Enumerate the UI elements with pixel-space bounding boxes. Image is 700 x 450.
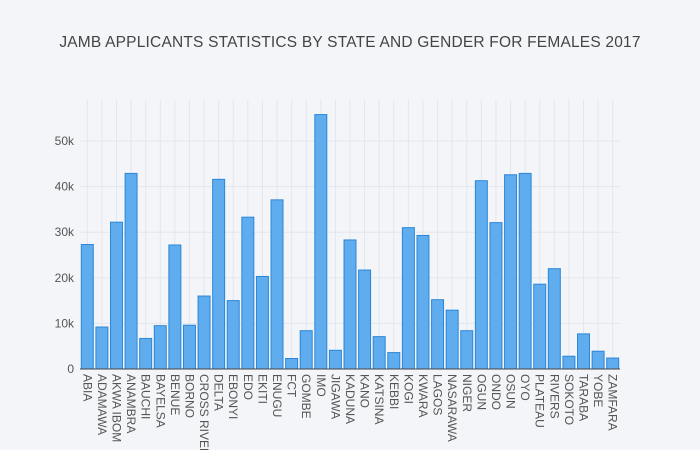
x-tick-label: BENUE xyxy=(168,374,182,415)
bar-fct[interactable] xyxy=(285,358,299,370)
y-tick-label: 0 xyxy=(67,362,74,376)
x-tick-label: JIGAWA xyxy=(328,374,342,419)
y-tick-label: 20k xyxy=(55,271,75,285)
bar-kano[interactable] xyxy=(358,269,372,370)
x-tick-label: OSUN xyxy=(504,374,518,409)
bar-benue[interactable] xyxy=(168,244,182,370)
x-tick-label: BAUCHI xyxy=(139,374,153,419)
bar-kaduna[interactable] xyxy=(343,239,357,370)
bar-gombe[interactable] xyxy=(299,330,313,370)
x-tick-label: EBONYI xyxy=(226,374,240,419)
x-tick-label: ADAMAWA xyxy=(95,374,109,435)
x-tick-label: FCT xyxy=(285,374,299,398)
x-tick-label: KWARA xyxy=(416,374,430,418)
bar-anambra[interactable] xyxy=(124,172,138,370)
x-tick-label: KADUNA xyxy=(343,374,357,424)
x-tick-label: OYO xyxy=(518,374,532,401)
x-tick-label: LAGOS xyxy=(431,374,445,415)
x-tick-label: YOBE xyxy=(591,374,605,407)
bar-oyo[interactable] xyxy=(518,172,532,370)
chart-title: JAMB APPLICANTS STATISTICS BY STATE AND … xyxy=(59,34,641,51)
bar-enugu[interactable] xyxy=(270,199,284,370)
x-tick-label: KEBBI xyxy=(387,374,401,409)
x-tick-label: GOMBE xyxy=(299,374,313,419)
bar-adamawa[interactable] xyxy=(95,326,109,370)
bar-kogi[interactable] xyxy=(401,227,415,370)
x-tick-label: NIGER xyxy=(460,374,474,412)
bar-katsina[interactable] xyxy=(372,336,386,370)
x-tick-label: ABIA xyxy=(80,374,94,401)
y-tick-label: 50k xyxy=(55,134,75,148)
x-tick-label: BAYELSA xyxy=(153,374,167,428)
bar-zamfara[interactable] xyxy=(606,357,620,370)
y-tick-label: 40k xyxy=(55,180,75,194)
bar-osun[interactable] xyxy=(504,174,518,370)
bar-niger[interactable] xyxy=(460,330,474,370)
bar-edo[interactable] xyxy=(241,216,255,370)
x-tick-label: IMO xyxy=(314,374,328,397)
bar-cross-river[interactable] xyxy=(197,295,211,370)
x-tick-label: AKWA IBOM xyxy=(109,374,123,442)
bar-layer xyxy=(80,114,620,370)
x-tick-label: NASARAWA xyxy=(445,374,459,442)
y-tick-label: 10k xyxy=(55,316,75,330)
x-tick-label: ONDO xyxy=(489,374,503,410)
x-tick-label: PLATEAU xyxy=(533,374,547,428)
bar-lagos[interactable] xyxy=(431,299,445,370)
bar-bauchi[interactable] xyxy=(139,337,153,370)
bar-jigawa[interactable] xyxy=(328,349,342,370)
bar-imo[interactable] xyxy=(314,114,328,370)
bar-taraba[interactable] xyxy=(577,333,591,370)
x-tick-label: ZAMFARA xyxy=(606,374,620,431)
bar-delta[interactable] xyxy=(212,178,226,370)
bar-akwa-ibom[interactable] xyxy=(110,221,123,370)
bar-ogun[interactable] xyxy=(474,180,488,370)
bar-borno[interactable] xyxy=(182,324,196,370)
bar-kebbi[interactable] xyxy=(387,352,401,370)
x-tick-label: DELTA xyxy=(212,374,226,411)
x-tick-label: KATSINA xyxy=(372,374,386,424)
bar-ekiti[interactable] xyxy=(255,275,269,370)
bar-bayelsa[interactable] xyxy=(153,325,167,370)
x-tick-label: KOGI xyxy=(401,374,415,404)
axis-layer: 0 10k 20k 30k 40k 50k ABIA ADAMAWA AKWA IBOM ANAM… xyxy=(55,134,620,450)
x-tick-label: ENUGU xyxy=(270,374,284,417)
x-tick-label: TARABA xyxy=(577,374,591,421)
bar-ondo[interactable] xyxy=(489,222,503,370)
x-tick-label: KANO xyxy=(358,374,372,408)
bar-rivers[interactable] xyxy=(547,268,561,370)
bar-ebonyi[interactable] xyxy=(226,300,240,370)
bar-nasarawa[interactable] xyxy=(445,309,459,370)
x-tick-label: SOKOTO xyxy=(562,374,576,425)
bar-abia[interactable] xyxy=(80,244,94,370)
x-tick-label: RIVERS xyxy=(547,374,561,419)
x-tick-label: OGUN xyxy=(474,374,488,410)
bar-plateau[interactable] xyxy=(533,283,547,370)
bar-yobe[interactable] xyxy=(591,350,605,370)
x-tick-label: CROSS RIVER xyxy=(197,374,211,450)
x-tick-label: BORNO xyxy=(182,374,196,418)
bar-kwara[interactable] xyxy=(416,234,430,370)
bar-sokoto[interactable] xyxy=(562,355,576,370)
y-tick-label: 30k xyxy=(55,225,75,239)
x-tick-label: EKITI xyxy=(255,374,269,404)
x-tick-label: ANAMBRA xyxy=(124,374,138,433)
x-tick-label: EDO xyxy=(241,374,255,400)
